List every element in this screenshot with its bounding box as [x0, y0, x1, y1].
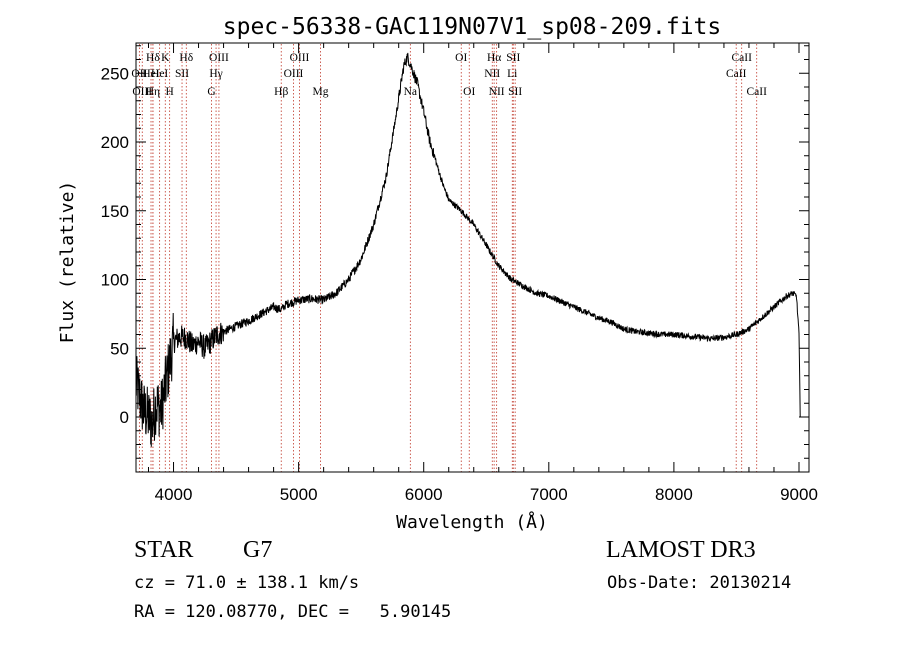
- x-axis: 4000 5000 6000 7000 8000 9000: [148, 43, 818, 504]
- reference-line-label: SII: [506, 52, 520, 64]
- redshift-velocity: cz = 71.0 ± 138.1 km/s: [134, 573, 360, 593]
- coordinates: RA = 120.08770, DEC = 5.90145: [134, 602, 452, 622]
- reference-line-label: NII: [489, 86, 505, 98]
- reference-line-label: OIII: [132, 86, 152, 98]
- x-tick-label: 5000: [280, 485, 318, 504]
- y-axis: 0 50 100 150 200 250: [101, 45, 809, 459]
- reference-line-label: HeI: [151, 68, 168, 80]
- x-tick-label: 4000: [155, 485, 193, 504]
- reference-line-label: Hδ: [146, 52, 160, 64]
- reference-line-label: Hα: [487, 52, 501, 64]
- y-tick-label: 50: [110, 339, 129, 358]
- reference-line-label: Na: [404, 86, 417, 98]
- reference-line-label: OII: [131, 68, 147, 80]
- x-tick-label: 6000: [405, 485, 443, 504]
- survey-name: LAMOST DR3: [606, 537, 756, 563]
- reference-line-label: CaII: [746, 86, 767, 98]
- reference-line-label: K: [161, 52, 170, 64]
- reference-line-label: OI: [455, 52, 467, 64]
- y-tick-label: 100: [101, 271, 129, 290]
- reference-line-label: Hγ: [209, 68, 222, 80]
- reference-line-label: OI: [463, 86, 475, 98]
- reference-line-label: CaII: [726, 68, 747, 80]
- chart-title: spec-56338-GAC119N07V1_sp08-209.fits: [223, 14, 722, 40]
- reference-line-label: CaII: [731, 52, 752, 64]
- observation-date: Obs-Date: 20130214: [607, 573, 792, 593]
- reference-line-label: HeI: [142, 68, 159, 80]
- reference-line-label: SII: [175, 68, 189, 80]
- spectral-subclass: G7: [243, 537, 273, 563]
- y-tick-label: 150: [101, 202, 129, 221]
- reference-line-label: G: [207, 86, 215, 98]
- reference-line-label: OIII: [209, 52, 229, 64]
- plot-frame: [135, 42, 810, 473]
- x-tick-label: 8000: [655, 485, 693, 504]
- reference-line-label: Mg: [313, 86, 329, 98]
- y-tick-label: 200: [101, 133, 129, 152]
- x-tick-label: 9000: [780, 485, 818, 504]
- reference-line-label: Li: [507, 68, 517, 80]
- reference-line-label: Hδ: [179, 52, 193, 64]
- reference-lines: [138, 44, 758, 472]
- y-axis-label: Flux (relative): [57, 181, 78, 344]
- x-axis-label: Wavelength (Å): [396, 511, 548, 533]
- reference-line-label: OIII: [290, 52, 310, 64]
- reference-line-label: SII: [508, 86, 522, 98]
- spectrum-series-line: [135, 52, 801, 447]
- reference-line-label: Hβ: [274, 86, 288, 98]
- reference-line-label: NII: [484, 68, 500, 80]
- y-tick-label: 250: [101, 64, 129, 83]
- x-tick-label: 7000: [530, 485, 568, 504]
- reference-line-label: OIII: [284, 68, 304, 80]
- reference-line-label: H: [165, 86, 173, 98]
- object-class: STAR: [134, 537, 194, 563]
- y-tick-label: 0: [120, 408, 129, 427]
- reference-line-label: Hη: [146, 86, 160, 98]
